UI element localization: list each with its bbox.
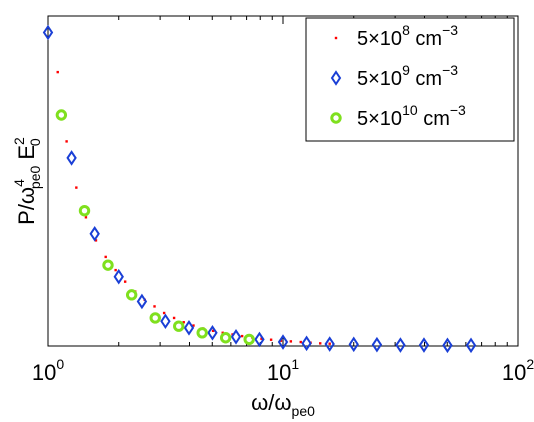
data-point bbox=[149, 312, 161, 324]
data-point bbox=[104, 255, 107, 259]
data-point bbox=[207, 324, 218, 341]
data-point bbox=[243, 333, 255, 346]
data-point bbox=[84, 216, 88, 219]
x-ticks: 100 101 102 bbox=[32, 16, 534, 385]
data-point bbox=[221, 331, 224, 334]
data-point bbox=[299, 340, 302, 344]
data-point bbox=[418, 337, 430, 353]
data-point bbox=[328, 342, 331, 345]
data-point bbox=[123, 280, 127, 283]
data-point bbox=[172, 316, 176, 320]
data-point bbox=[113, 268, 124, 285]
data-point bbox=[442, 337, 453, 354]
y-axis-label: P/ω4pe0 E20 bbox=[11, 137, 43, 225]
x-tick-label: 102 bbox=[502, 356, 534, 385]
data-point bbox=[182, 321, 185, 324]
data-point bbox=[465, 337, 477, 354]
data-point bbox=[254, 331, 265, 348]
data-point bbox=[94, 239, 98, 242]
x-tick-label: 101 bbox=[267, 356, 299, 385]
data-point bbox=[371, 336, 383, 353]
x-tick-label: 100 bbox=[32, 356, 64, 385]
data-point bbox=[162, 311, 166, 315]
data-point bbox=[348, 336, 359, 353]
data-point bbox=[260, 337, 263, 340]
data-point bbox=[269, 338, 273, 341]
data-point bbox=[395, 337, 406, 353]
data-point bbox=[334, 36, 338, 40]
data-point bbox=[160, 313, 171, 330]
data-point bbox=[301, 335, 312, 352]
data-point bbox=[277, 334, 289, 350]
data-point bbox=[56, 70, 59, 74]
data-point bbox=[192, 324, 195, 327]
data-point bbox=[75, 186, 78, 189]
data-point bbox=[173, 320, 185, 332]
data-point bbox=[230, 328, 242, 345]
series-circle bbox=[55, 109, 255, 346]
legend: 5×108 cm−3 5×109 cm−3 5×1010 cm−3 bbox=[305, 17, 515, 142]
data-point bbox=[89, 225, 100, 242]
legend-label: 5×108 cm−3 bbox=[357, 22, 458, 50]
data-point bbox=[196, 327, 208, 339]
data-point bbox=[114, 268, 117, 272]
data-point bbox=[153, 305, 156, 308]
data-point bbox=[78, 205, 91, 217]
data-point bbox=[125, 289, 138, 301]
data-marks bbox=[42, 24, 477, 354]
data-point bbox=[102, 259, 114, 271]
series-diamond bbox=[42, 24, 477, 354]
data-point bbox=[240, 334, 244, 338]
x-axis-label: ω/ωpe0 bbox=[251, 390, 315, 419]
data-point bbox=[42, 24, 54, 41]
data-point bbox=[65, 140, 68, 143]
data-point bbox=[319, 342, 322, 345]
data-point bbox=[211, 329, 215, 333]
data-point bbox=[66, 150, 77, 166]
data-point bbox=[219, 332, 232, 344]
data-point bbox=[136, 293, 148, 310]
legend-label: 5×1010 cm−3 bbox=[357, 102, 466, 130]
legend-label: 5×109 cm−3 bbox=[357, 62, 458, 90]
data-point bbox=[289, 340, 293, 343]
data-point bbox=[324, 336, 335, 352]
data-point bbox=[183, 320, 195, 336]
data-point bbox=[330, 70, 342, 86]
data-point bbox=[55, 109, 68, 121]
data-point bbox=[330, 112, 342, 124]
